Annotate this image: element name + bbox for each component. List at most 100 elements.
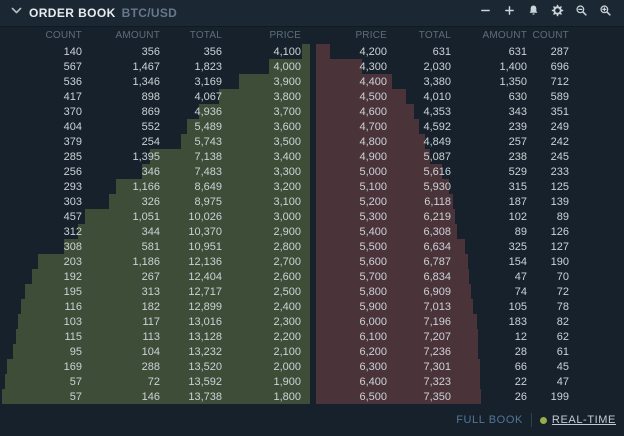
bids-cell-price: 2,900 — [273, 225, 301, 238]
bid-row[interactable]: 303 326 8,975 3,100 — [0, 194, 312, 209]
full-book-toggle[interactable]: FULL BOOK — [456, 414, 523, 426]
bids-cell-amount: 254 — [141, 135, 160, 148]
bid-row[interactable]: 116 182 12,899 2,400 — [0, 299, 312, 314]
bids-cell-count: 192 — [63, 270, 82, 283]
asks-cell-amount: 343 — [508, 105, 527, 118]
ask-row[interactable]: 6,400 7,323 22 47 — [312, 374, 624, 389]
bid-row[interactable]: 370 869 4,936 3,700 — [0, 104, 312, 119]
asks-cell-price: 5,300 — [359, 210, 387, 223]
ask-depth-bar — [316, 239, 465, 254]
ask-row[interactable]: 5,300 6,219 102 89 — [312, 209, 624, 224]
bids-cell-total: 13,738 — [188, 390, 222, 403]
ask-depth-bar — [316, 254, 468, 269]
bids-cell-total: 5,489 — [194, 120, 222, 133]
asks-column-header-total: TOTAL — [418, 30, 451, 41]
zoom-out-button[interactable] — [573, 5, 590, 22]
bid-row[interactable]: 293 1,166 8,649 3,200 — [0, 179, 312, 194]
asks-cell-price: 6,200 — [359, 345, 387, 358]
ask-depth-bar — [316, 284, 471, 299]
bid-row[interactable]: 256 346 7,483 3,300 — [0, 164, 312, 179]
expand-row-count-button[interactable] — [501, 5, 518, 22]
bid-depth-bar — [25, 284, 310, 299]
asks-cell-price: 5,600 — [359, 255, 387, 268]
bid-row[interactable]: 95 104 13,232 2,100 — [0, 344, 312, 359]
ask-row[interactable]: 5,700 6,834 47 70 — [312, 269, 624, 284]
bid-row[interactable]: 195 313 12,717 2,500 — [0, 284, 312, 299]
ask-row[interactable]: 5,200 6,118 187 139 — [312, 194, 624, 209]
bids-cell-total: 4,067 — [194, 90, 222, 103]
ask-row[interactable]: 4,300 2,030 1,400 696 — [312, 59, 624, 74]
bid-row[interactable]: 285 1,395 7,138 3,400 — [0, 149, 312, 164]
ask-row[interactable]: 6,200 7,236 28 61 — [312, 344, 624, 359]
asks-cell-price: 4,600 — [359, 105, 387, 118]
ask-row[interactable]: 4,700 4,592 239 249 — [312, 119, 624, 134]
asks-cell-count: 78 — [556, 300, 569, 313]
asks-cell-amount: 529 — [508, 165, 527, 178]
ask-row[interactable]: 5,100 5,930 315 125 — [312, 179, 624, 194]
ask-row[interactable]: 5,900 7,013 105 78 — [312, 299, 624, 314]
bid-row[interactable]: 103 117 13,016 2,300 — [0, 314, 312, 329]
bid-row[interactable]: 192 267 12,404 2,600 — [0, 269, 312, 284]
bid-row[interactable]: 457 1,051 10,026 3,000 — [0, 209, 312, 224]
bid-row[interactable]: 308 581 10,951 2,800 — [0, 239, 312, 254]
zoom-in-button[interactable] — [597, 5, 614, 22]
bid-row[interactable]: 57 72 13,592 1,900 — [0, 374, 312, 389]
ask-depth-bar — [316, 134, 425, 149]
bid-depth-bar — [2, 389, 310, 404]
ask-row[interactable]: 5,600 6,787 154 190 — [312, 254, 624, 269]
bid-row[interactable]: 57 146 13,738 1,800 — [0, 389, 312, 404]
collapse-button[interactable] — [10, 4, 23, 22]
bid-row[interactable]: 140 356 356 4,100 — [0, 44, 312, 59]
bid-depth-bar — [18, 314, 310, 329]
asks-cell-count: 696 — [550, 60, 569, 73]
ask-row[interactable]: 5,000 5,616 529 233 — [312, 164, 624, 179]
asks-column-header-amount: AMOUNT — [482, 30, 527, 41]
ask-row[interactable]: 6,000 7,196 183 82 — [312, 314, 624, 329]
ask-row[interactable]: 6,300 7,301 66 45 — [312, 359, 624, 374]
alerts-button[interactable] — [525, 5, 542, 22]
bids-columns: COUNT AMOUNT TOTAL PRICE — [0, 27, 312, 44]
bid-row[interactable]: 203 1,186 12,136 2,700 — [0, 254, 312, 269]
bid-depth-bar — [78, 224, 310, 239]
bid-row[interactable]: 536 1,346 3,169 3,900 — [0, 74, 312, 89]
asks-cell-amount: 631 — [508, 45, 527, 58]
ask-row[interactable]: 4,200 631 631 287 — [312, 44, 624, 59]
asks-cell-count: 242 — [550, 135, 569, 148]
bids-cell-price: 4,000 — [273, 60, 301, 73]
ask-row[interactable]: 4,600 4,353 343 351 — [312, 104, 624, 119]
bid-row[interactable]: 169 288 13,520 2,000 — [0, 359, 312, 374]
ask-row[interactable]: 5,400 6,308 89 126 — [312, 224, 624, 239]
bid-row[interactable]: 404 552 5,489 3,600 — [0, 119, 312, 134]
ask-depth-bar — [316, 104, 414, 119]
collapse-row-count-button[interactable] — [477, 5, 494, 22]
bid-row[interactable]: 417 898 4,067 3,800 — [0, 89, 312, 104]
ask-row[interactable]: 4,400 3,380 1,350 712 — [312, 74, 624, 89]
ask-depth-bar — [316, 89, 406, 104]
ask-row[interactable]: 6,100 7,207 12 62 — [312, 329, 624, 344]
ask-row[interactable]: 6,500 7,350 26 199 — [312, 389, 624, 404]
bids-cell-amount: 1,467 — [132, 60, 160, 73]
asks-cell-total: 6,118 — [424, 195, 451, 208]
asks-cell-count: 233 — [550, 165, 569, 178]
bid-depth-bar — [85, 209, 310, 224]
ask-row[interactable]: 4,800 4,849 257 242 — [312, 134, 624, 149]
ask-row[interactable]: 5,800 6,909 74 72 — [312, 284, 624, 299]
bids-cell-count: 115 — [64, 330, 82, 343]
ask-row[interactable]: 5,500 6,634 325 127 — [312, 239, 624, 254]
real-time-toggle[interactable]: REAL-TIME — [539, 414, 616, 426]
bid-row[interactable]: 567 1,467 1,823 4,000 — [0, 59, 312, 74]
ask-row[interactable]: 4,500 4,010 630 589 — [312, 89, 624, 104]
bid-row[interactable]: 312 344 10,370 2,900 — [0, 224, 312, 239]
settings-button[interactable] — [549, 4, 566, 22]
bids-cell-price: 2,800 — [273, 240, 301, 253]
bid-row[interactable]: 379 254 5,743 3,500 — [0, 134, 312, 149]
ask-row[interactable]: 4,900 5,087 238 245 — [312, 149, 624, 164]
bids-cell-amount: 1,346 — [132, 75, 160, 88]
asks-cell-count: 589 — [550, 90, 569, 103]
asks-cell-price: 5,900 — [359, 300, 387, 313]
bid-row[interactable]: 115 113 13,128 2,200 — [0, 329, 312, 344]
asks-cell-total: 6,634 — [423, 240, 451, 253]
asks-cell-count: 47 — [556, 375, 569, 388]
asks-cell-count: 126 — [550, 225, 569, 238]
asks-cell-price: 4,300 — [359, 60, 387, 73]
